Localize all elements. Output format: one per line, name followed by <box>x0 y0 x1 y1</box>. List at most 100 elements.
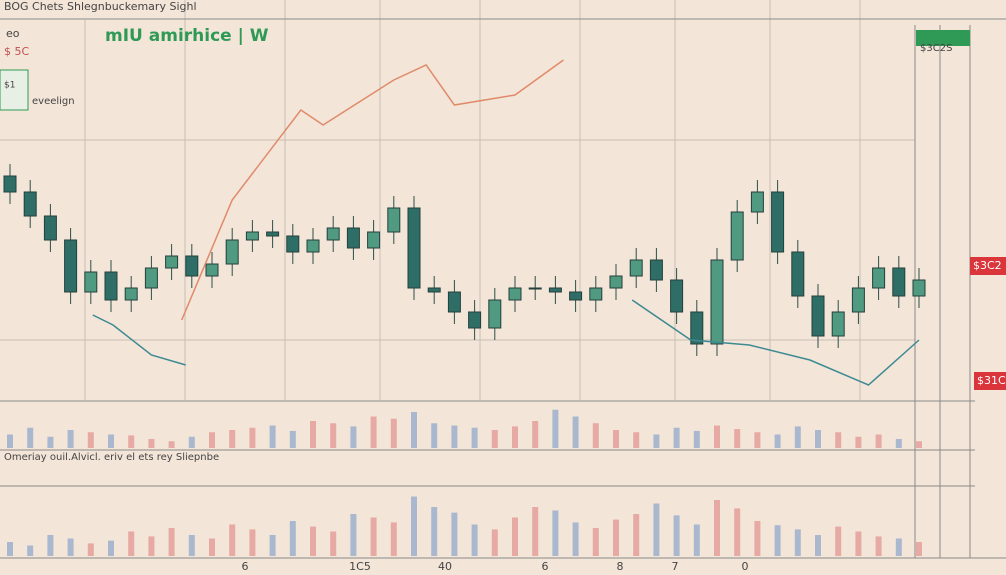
volume-bar <box>128 435 135 448</box>
candle-body <box>569 291 583 301</box>
candle-body <box>710 259 724 345</box>
volume-bar <box>572 416 579 448</box>
volume-bar <box>27 545 34 556</box>
chart-title: BOG Chets Shlegnbuckemary Sighl <box>4 0 197 13</box>
candle-body <box>629 259 643 277</box>
volume-bar <box>774 525 781 556</box>
x-tick-label: 6 <box>242 560 249 573</box>
volume-bar <box>188 436 195 448</box>
volume-bar <box>168 441 175 448</box>
volume-bar <box>693 524 700 556</box>
candle-body <box>205 263 219 277</box>
volume-bar <box>249 529 256 556</box>
volume-bar <box>370 416 377 448</box>
volume-bar <box>330 423 337 448</box>
volume-bar <box>471 427 478 448</box>
price-tag: $31C <box>977 374 1006 387</box>
volume-bar <box>855 436 862 448</box>
volume-bar <box>754 432 761 448</box>
volume-bar <box>7 434 13 448</box>
volume-bar <box>431 507 438 556</box>
volume-bar <box>168 528 175 556</box>
layout <box>0 0 1006 559</box>
candle-body <box>367 231 381 249</box>
volume-bar <box>815 535 821 556</box>
volume-bar <box>411 412 417 448</box>
x-tick-label: 40 <box>438 560 452 573</box>
volume-bar <box>875 536 882 556</box>
candle-body <box>84 271 98 293</box>
subtitle: mIU amirhice | W <box>105 26 269 46</box>
volume-bar <box>673 427 680 448</box>
volume-bar <box>491 430 498 448</box>
volume-bar <box>108 434 114 448</box>
volume-bar <box>7 542 13 556</box>
candle-body <box>690 311 704 345</box>
volume-bar <box>471 524 478 556</box>
candle-body <box>286 235 300 253</box>
volume-bar <box>148 536 155 556</box>
volume-bar <box>734 508 741 556</box>
x-tick-label: 8 <box>617 560 624 573</box>
volume-bar <box>774 434 781 448</box>
volume-bar <box>653 503 660 556</box>
volume-bar <box>512 517 518 556</box>
side-label: $ 5C <box>4 45 29 58</box>
volume-bar <box>916 441 922 448</box>
volume-bar <box>350 426 357 448</box>
volume-bar <box>67 538 74 556</box>
volume-bar <box>592 423 599 448</box>
candle-body <box>245 231 259 241</box>
volume-bar <box>613 519 619 556</box>
volume-bar <box>310 421 316 448</box>
side-label: eveelign <box>32 96 75 107</box>
volume-bar <box>754 521 761 556</box>
side-label: $1 <box>4 81 15 91</box>
candle-body <box>548 287 562 293</box>
volume-bar <box>390 418 397 448</box>
candle-body <box>912 279 926 297</box>
volume-bar <box>592 528 599 556</box>
indicator-line <box>181 59 564 321</box>
volume-bar <box>229 524 236 556</box>
volume-bar <box>916 542 922 556</box>
price-tag: $3C2 <box>973 259 1002 272</box>
indicator-line <box>92 299 920 386</box>
volume-bar <box>532 421 539 448</box>
volume-bar <box>714 425 720 448</box>
candle-body <box>306 239 320 253</box>
volume-bar <box>87 543 94 556</box>
candle-body <box>346 227 360 249</box>
volume-bar <box>714 500 720 556</box>
candle-body <box>811 295 825 337</box>
candle-body <box>427 287 441 293</box>
side-label: eo <box>6 27 20 40</box>
candle-body <box>892 267 906 297</box>
volume-bar <box>87 432 94 448</box>
volume-bar <box>673 515 680 556</box>
volume-bar <box>451 512 458 556</box>
candle-body <box>104 271 118 301</box>
candle-body <box>670 279 684 313</box>
candle-body <box>43 215 57 241</box>
x-tick-label: 0 <box>742 560 749 573</box>
candle-body <box>649 259 663 281</box>
volume-bar <box>269 425 276 448</box>
candle-body <box>387 207 401 233</box>
candle-body <box>791 251 805 297</box>
volume-bar <box>572 522 579 556</box>
volume-bar <box>491 529 498 556</box>
candle-body <box>589 287 603 301</box>
volume-bar <box>249 427 256 448</box>
volume-bar <box>875 434 882 448</box>
volume-bar <box>370 517 377 556</box>
candle-body <box>468 311 482 329</box>
candle-body <box>528 287 542 290</box>
candle-body <box>326 227 340 241</box>
candle-body <box>488 299 502 329</box>
volume-bar <box>269 535 276 556</box>
candle-body <box>165 255 179 269</box>
volume-bar <box>148 439 155 448</box>
volume-bar <box>794 426 801 448</box>
